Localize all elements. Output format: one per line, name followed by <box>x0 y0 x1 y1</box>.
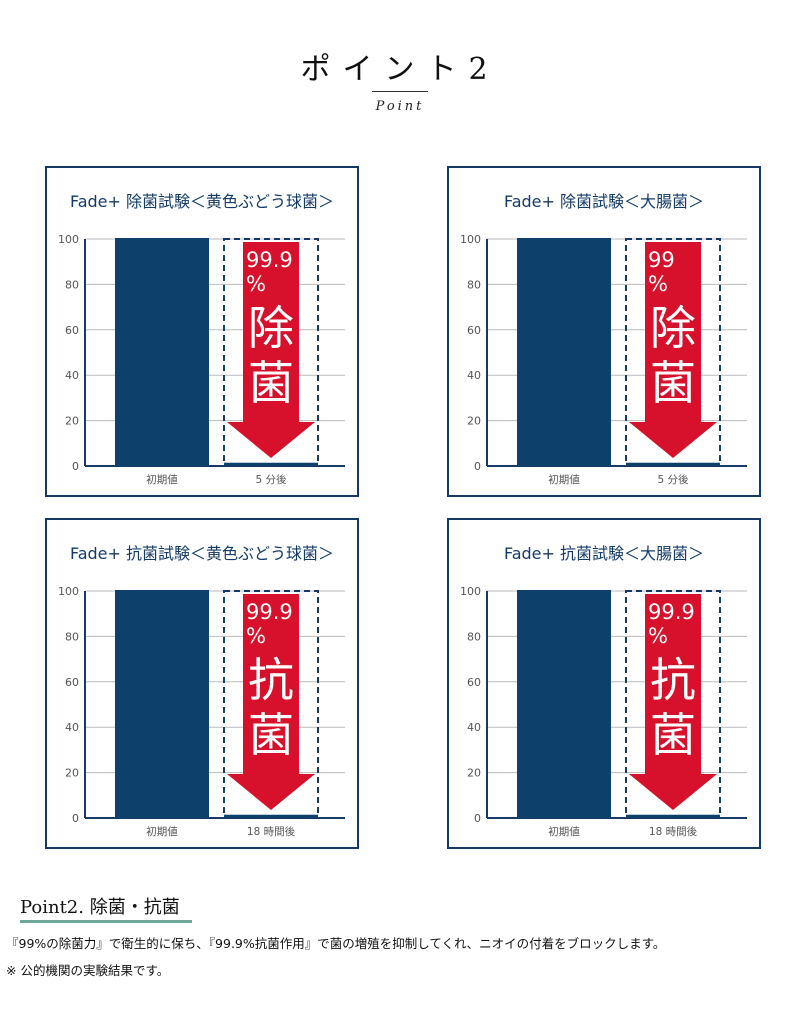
x-tick-label: 初期値 <box>548 825 580 838</box>
annotation-label: 菌 <box>248 708 294 762</box>
section-underline <box>20 920 192 923</box>
chart-panel: Fade+ 除菌試験＜大腸菌＞ 0 20 40 60 80 100 初期値 5 分後 99% 除菌 <box>447 166 761 497</box>
y-tick-label: 20 <box>467 767 481 780</box>
reduction-percent: 99 <box>648 248 675 272</box>
title-divider <box>372 91 428 92</box>
percent-sign: % <box>246 272 266 296</box>
bar <box>224 814 318 818</box>
bar-chart: 0 20 40 60 80 100 初期値 5 分後 99% 除菌 <box>460 233 747 486</box>
y-tick-label: 20 <box>467 415 481 428</box>
bar <box>517 238 611 466</box>
x-tick-label: 18 時間後 <box>649 825 698 838</box>
y-tick-label: 40 <box>65 369 79 382</box>
x-tick-label: 18 時間後 <box>247 825 296 838</box>
y-tick-label: 100 <box>58 233 79 246</box>
chart-panel: Fade+ 抗菌試験＜大腸菌＞ 0 20 40 60 80 100 初期値 18 時間後 99.9… <box>447 518 761 849</box>
bar <box>626 462 720 466</box>
chart-title: Fade+ 除菌試験＜大腸菌＞ <box>503 192 705 211</box>
bar <box>626 814 720 818</box>
x-tick-label: 初期値 <box>146 825 178 838</box>
y-tick-label: 80 <box>65 630 79 643</box>
bar <box>224 462 318 466</box>
x-tick-label: 初期値 <box>146 473 178 486</box>
annotation-label: 抗 <box>248 653 294 707</box>
x-tick-label: 5 分後 <box>657 473 689 486</box>
chart-title: Fade+ 抗菌試験＜大腸菌＞ <box>503 544 705 563</box>
chart-title: Fade+ 除菌試験＜黄色ぶどう球菌＞ <box>69 192 335 211</box>
bar <box>517 590 611 818</box>
annotation-label: 菌 <box>248 356 294 410</box>
annotation-label: 除 <box>248 301 294 355</box>
annotation-label: 菌 <box>650 708 696 762</box>
bar-chart: 0 20 40 60 80 100 初期値 18 時間後 99.9% 抗菌 <box>58 585 345 838</box>
section-body: 『99%の除菌力』で衛生的に保ち、『99.9%抗菌作用』で菌の増殖を抑制してくれ… <box>6 936 666 951</box>
y-tick-label: 0 <box>474 460 481 473</box>
y-tick-label: 100 <box>460 233 481 246</box>
x-tick-label: 5 分後 <box>255 473 287 486</box>
percent-sign: % <box>648 272 668 296</box>
bar <box>115 590 209 818</box>
chart-panel: Fade+ 除菌試験＜黄色ぶどう球菌＞ 0 20 40 60 80 100 初期値 5 分後 99… <box>45 166 359 497</box>
chart-title: Fade+ 抗菌試験＜黄色ぶどう球菌＞ <box>69 544 335 563</box>
bar <box>115 238 209 466</box>
page-title: ポイント2 <box>300 52 500 87</box>
reduction-percent: 99.9 <box>648 600 695 624</box>
y-tick-label: 0 <box>72 460 79 473</box>
y-tick-label: 100 <box>58 585 79 598</box>
y-tick-label: 80 <box>467 278 481 291</box>
y-tick-label: 60 <box>65 676 79 689</box>
reduction-percent: 99.9 <box>246 600 293 624</box>
y-tick-label: 80 <box>65 278 79 291</box>
y-tick-label: 100 <box>460 585 481 598</box>
y-tick-label: 40 <box>65 721 79 734</box>
y-tick-label: 0 <box>72 812 79 825</box>
percent-sign: % <box>648 624 668 648</box>
y-tick-label: 0 <box>474 812 481 825</box>
y-tick-label: 60 <box>65 324 79 337</box>
percent-sign: % <box>246 624 266 648</box>
down-arrow-icon <box>629 594 717 810</box>
reduction-percent: 99.9 <box>246 248 293 272</box>
chart-panel: Fade+ 抗菌試験＜黄色ぶどう球菌＞ 0 20 40 60 80 100 初期値 18 時間後… <box>45 518 359 849</box>
section-note: ※ 公的機関の実験結果です。 <box>6 963 170 978</box>
y-tick-label: 20 <box>65 415 79 428</box>
y-tick-label: 20 <box>65 767 79 780</box>
annotation-label: 菌 <box>650 356 696 410</box>
bar-chart: 0 20 40 60 80 100 初期値 18 時間後 99.9% 抗菌 <box>460 585 747 838</box>
annotation-label: 除 <box>650 301 696 355</box>
y-tick-label: 80 <box>467 630 481 643</box>
down-arrow-icon <box>227 594 315 810</box>
down-arrow-icon <box>629 242 717 458</box>
x-tick-label: 初期値 <box>548 473 580 486</box>
annotation-label: 抗 <box>650 653 696 707</box>
y-tick-label: 60 <box>467 676 481 689</box>
y-tick-label: 40 <box>467 369 481 382</box>
down-arrow-icon <box>227 242 315 458</box>
bar-chart: 0 20 40 60 80 100 初期値 5 分後 99.9% 除菌 <box>58 233 345 486</box>
y-tick-label: 60 <box>467 324 481 337</box>
y-tick-label: 40 <box>467 721 481 734</box>
section-title: Point2. 除菌・抗菌 <box>20 897 180 918</box>
page-subtitle: Point <box>375 99 425 114</box>
